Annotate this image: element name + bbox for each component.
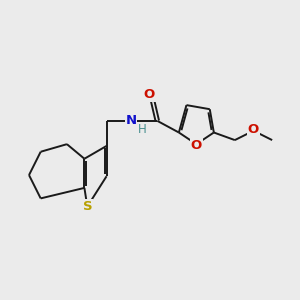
Text: O: O — [191, 139, 202, 152]
Text: S: S — [82, 200, 92, 213]
Text: H: H — [138, 122, 147, 136]
Text: O: O — [143, 88, 155, 101]
Text: O: O — [248, 123, 259, 136]
Text: N: N — [125, 114, 136, 127]
